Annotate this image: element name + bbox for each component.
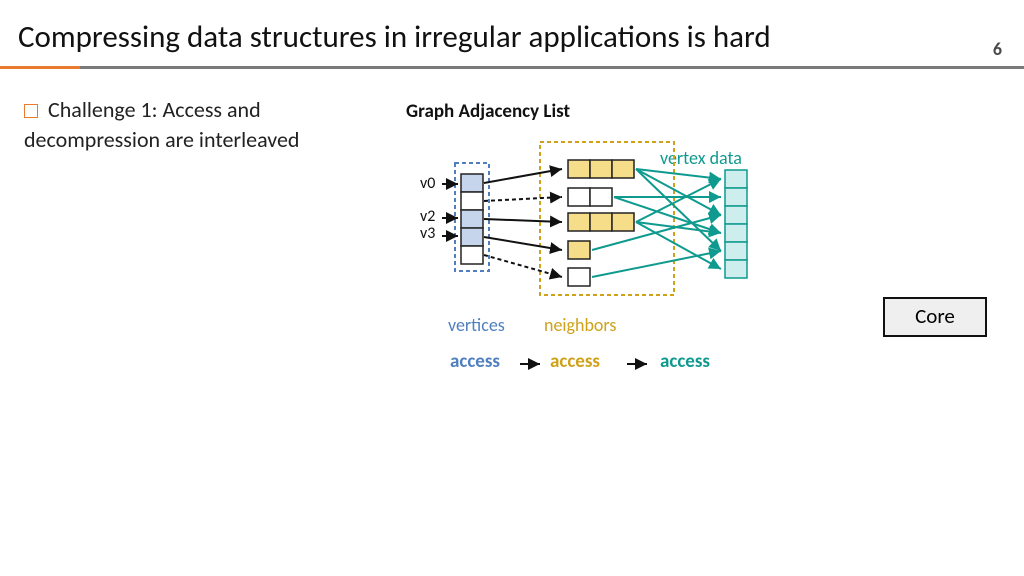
access-arrow-2 bbox=[625, 354, 655, 374]
access-arrow-1 bbox=[518, 354, 548, 374]
adjacency-diagram bbox=[0, 0, 1024, 576]
